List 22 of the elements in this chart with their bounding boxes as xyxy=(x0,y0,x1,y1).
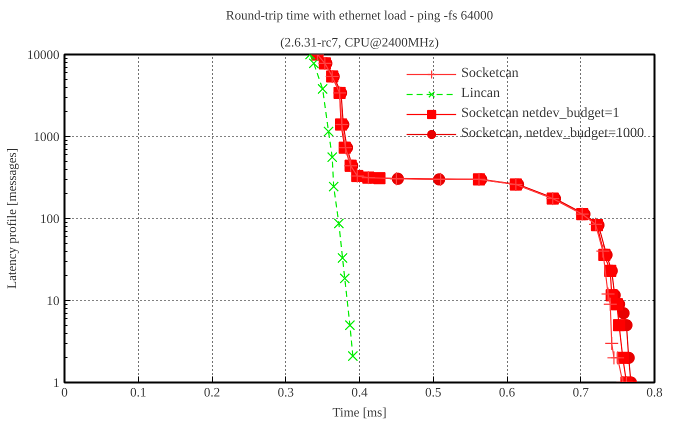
x-tick-label: 0.8 xyxy=(646,384,663,400)
x-tick-label: 0.1 xyxy=(130,384,146,400)
y-tick-label: 10000 xyxy=(27,47,60,62)
legend-label: Socketcan xyxy=(461,66,519,82)
x-tick-label: 0.3 xyxy=(278,384,294,400)
chart-subtitle: (2.6.31-rc7, CPU@2400MHz) xyxy=(280,34,439,50)
y-tick-label: 100 xyxy=(40,211,60,226)
x-tick-label: 0.7 xyxy=(572,384,590,400)
x-tick-label: 0.5 xyxy=(425,384,442,400)
y-tick-label: 1 xyxy=(53,375,60,390)
x-tick-label: 0.6 xyxy=(498,384,516,400)
x-tick-label: 0 xyxy=(61,384,68,400)
x-tick-label: 0.4 xyxy=(351,384,368,400)
y-tick-label: 10 xyxy=(46,293,60,308)
x-tick-label: 0.2 xyxy=(204,384,220,400)
y-axis-title: Latency profile [messages] xyxy=(4,148,19,289)
x-axis-title: Time [ms] xyxy=(332,404,387,420)
chart-title: Round-trip time with ethernet load - ping -fs 64000 xyxy=(226,8,494,22)
y-tick-label: 1000 xyxy=(34,129,60,144)
legend-label: Lincan xyxy=(461,86,500,102)
legend-label: Socketcan netdev_budget=1 xyxy=(461,106,620,122)
legend-label: Socketcan, netdev_budget=1000 xyxy=(461,126,644,142)
